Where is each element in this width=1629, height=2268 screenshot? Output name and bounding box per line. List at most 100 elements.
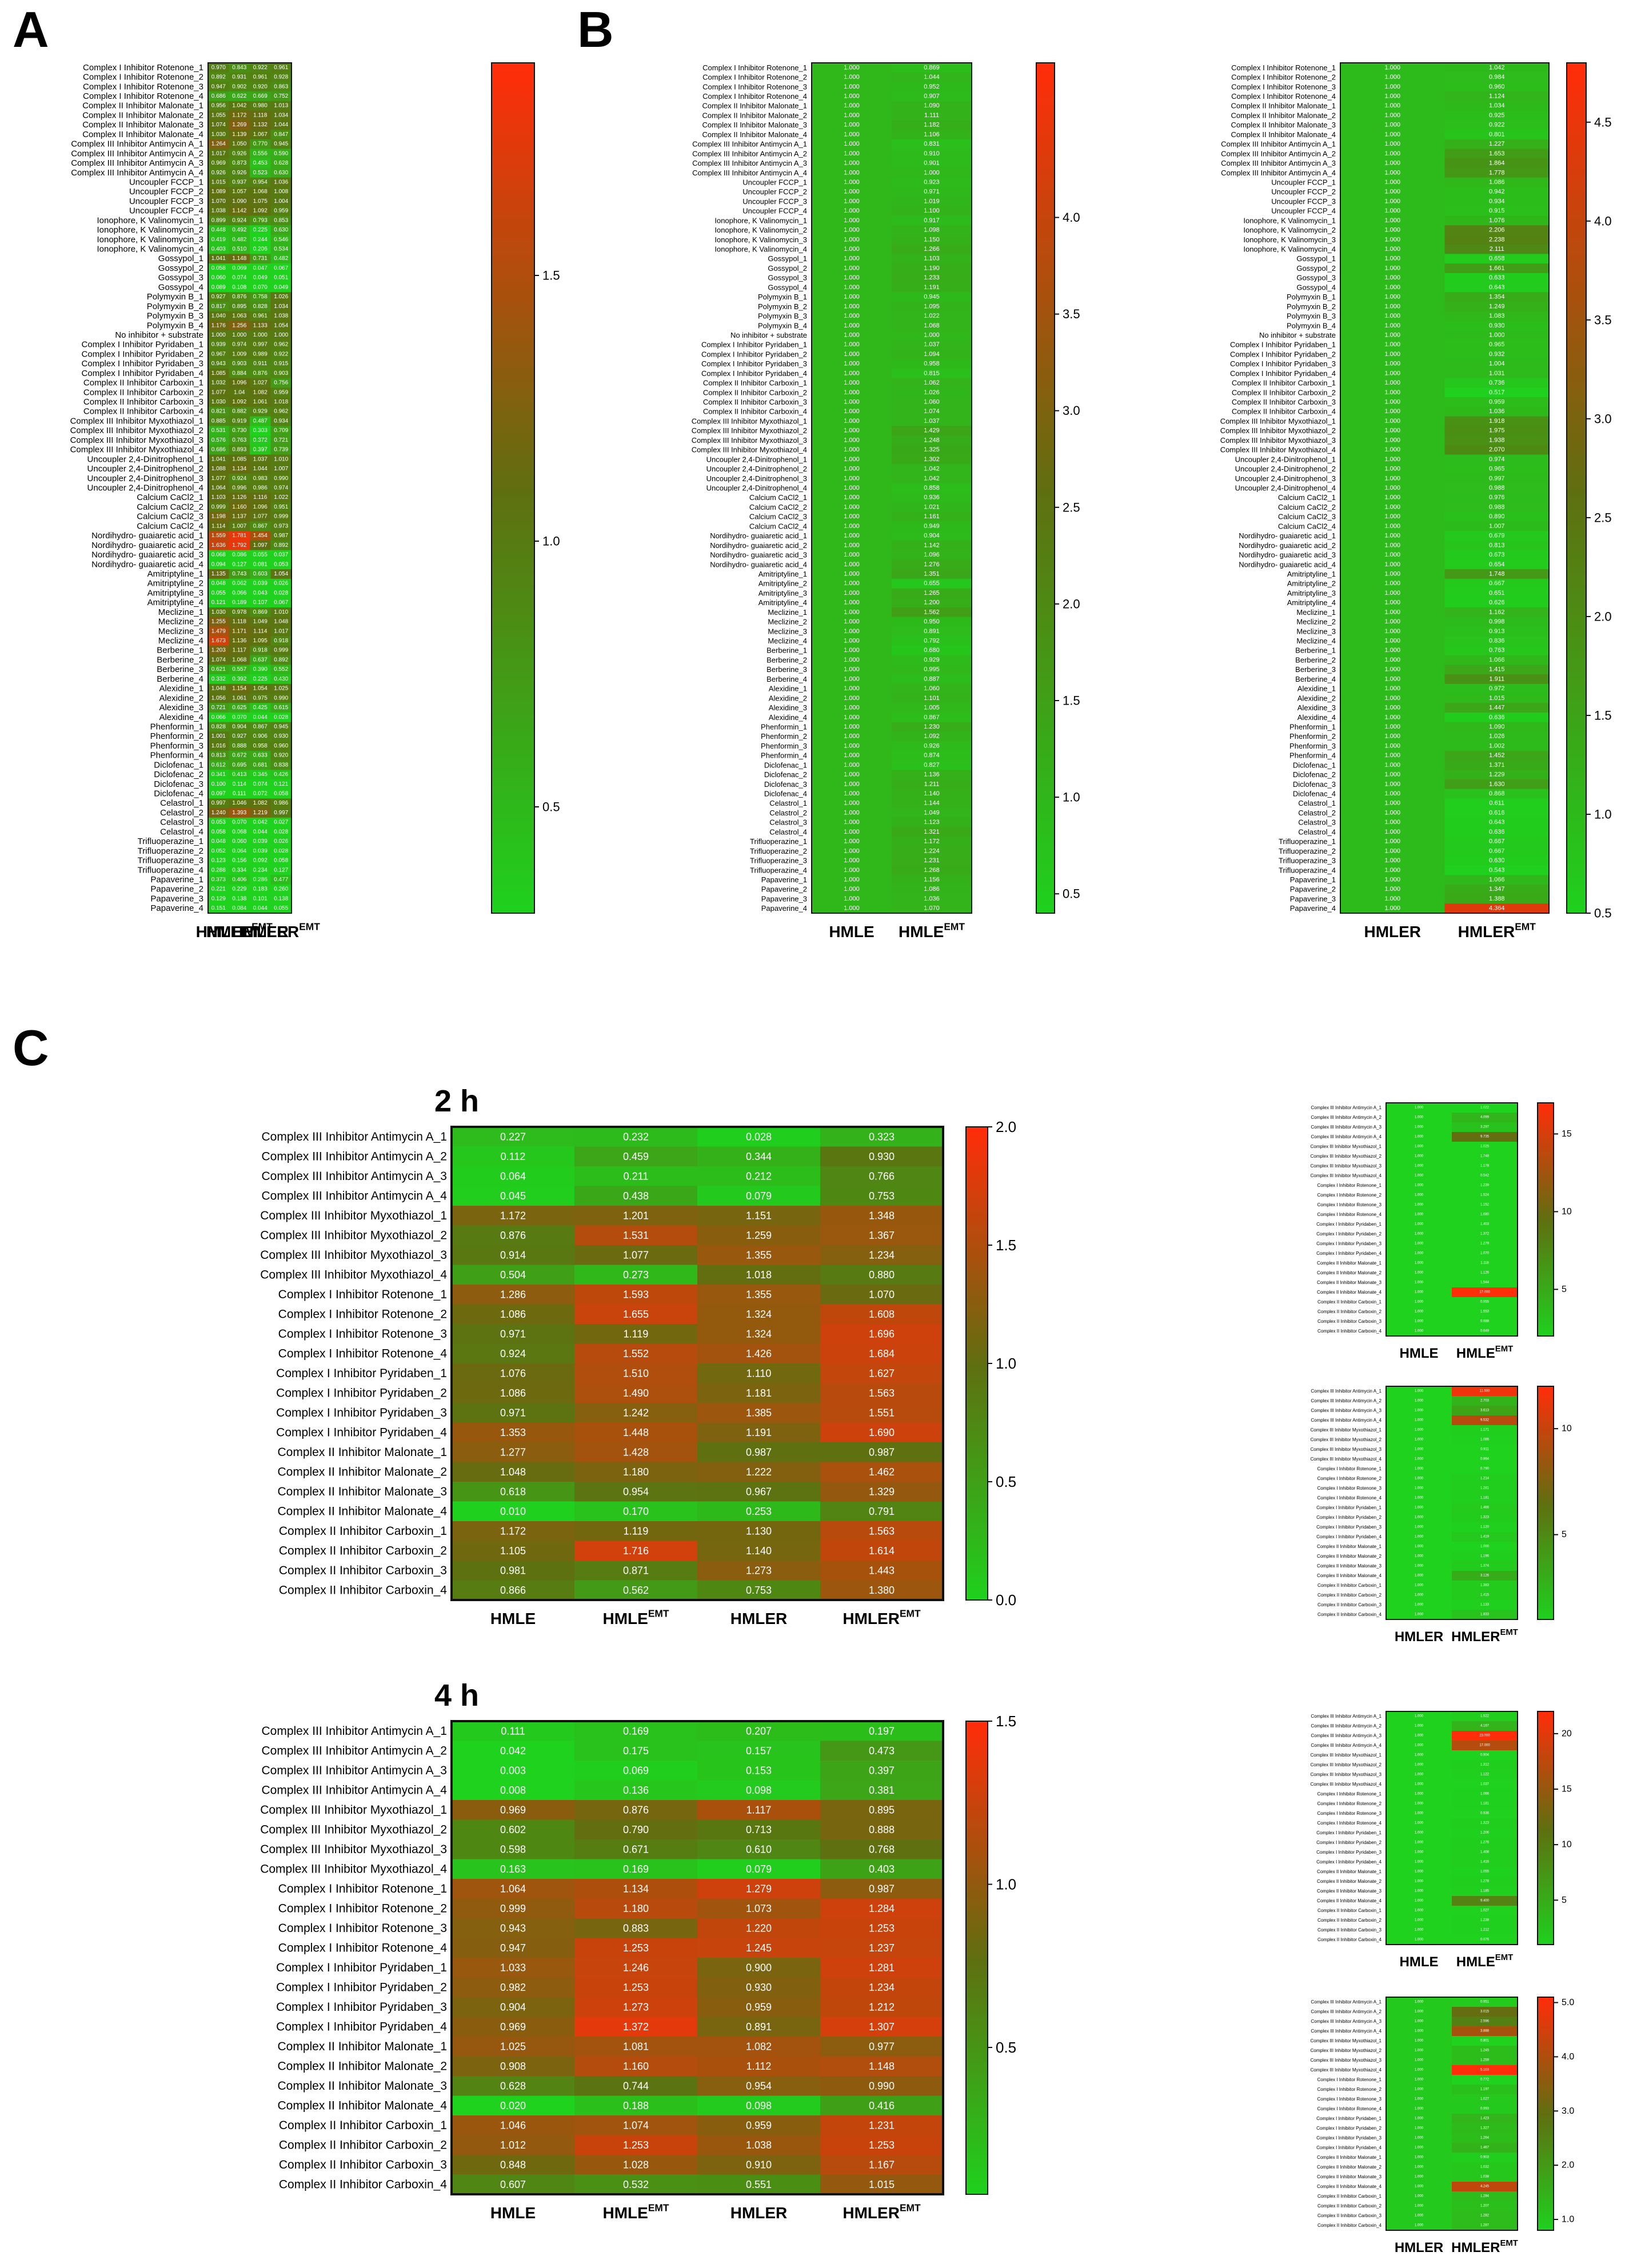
cell-value: 0.097 [211, 791, 226, 797]
cell-value: 1.354 [1489, 294, 1505, 301]
cell-value: 1.062 [924, 379, 940, 386]
cell-complex-ii-inhibitor-carboxin-2-hmle-emt [574, 2135, 698, 2155]
cell-amitriptyline-2-hmler-emt [1444, 578, 1550, 589]
cell-nordihydro-guaiaretic-acid-3-hmle [208, 550, 230, 560]
cell-value: 0.121 [274, 781, 288, 787]
color-bar-tick: 0.5 [1063, 887, 1080, 901]
cell-value: 1.423 [1480, 2117, 1490, 2121]
row-label-alexidine-4: Alexidine_4 [159, 713, 203, 722]
cell-phenformin-2-hmler [1340, 731, 1446, 742]
cell-complex-i-inhibitor-rotenone-3-hmle-emt [892, 82, 972, 92]
row-label-complex-ii-inhibitor-carboxin-4: Complex II Inhibitor Carboxin_4 [83, 407, 203, 417]
cell-gossypol-1-hmle [812, 254, 892, 264]
cell-gossypol-4-hmler [250, 282, 272, 293]
cell-value: 1.276 [924, 561, 940, 568]
cell-diclofenac-1-hmle [208, 760, 230, 770]
cell-value: 1.180 [623, 1466, 649, 1478]
row-label-complex-iii-inhibitor-antimycin-a-3: Complex III Inhibitor Antimycin A_3 [692, 159, 807, 167]
cell-value: 0.817 [211, 303, 226, 310]
cell-complex-iii-inhibitor-myxothiazol-4-hmler-emt [270, 445, 292, 455]
cell-value: 0.763 [232, 437, 246, 443]
cell-complex-i-inhibitor-rotenone-2-hmler [1386, 2085, 1452, 2095]
cell-value: 0.752 [274, 93, 288, 99]
cell-value: 0.954 [623, 1486, 649, 1497]
cell-complex-ii-inhibitor-malonate-2-hmler-emt [1444, 110, 1550, 121]
cell-value: 1.007 [1489, 523, 1505, 530]
cell-complex-ii-inhibitor-malonate-2-hmler [250, 110, 272, 121]
row-label-complex-i-inhibitor-rotenone-1: Complex I Inhibitor Rotenone_1 [1317, 1466, 1382, 1471]
cell-meclizine-4-hmler-emt [1444, 636, 1550, 646]
row-label-amitriptyline-3: Amitriptyline_3 [758, 589, 807, 597]
cell-value: 1.036 [1489, 408, 1505, 415]
cell-complex-i-inhibitor-rotenone-3-hmler-emt [820, 1918, 944, 1939]
cell-value: 0.969 [500, 1804, 526, 1815]
cell-complex-iii-inhibitor-antimycin-a-4-hmle [812, 167, 892, 178]
cell-value: 1.324 [746, 1328, 772, 1339]
cell-complex-i-inhibitor-rotenone-4-hmler [697, 1343, 821, 1364]
row-label-complex-ii-inhibitor-carboxin-1: Complex II Inhibitor Carboxin_1 [1317, 2194, 1382, 2199]
cell-complex-iii-inhibitor-myxothiazol-4-hmler [1386, 1454, 1452, 1465]
cell-alexidine-1-hmle [208, 683, 230, 694]
cell-value: 1.975 [1489, 427, 1505, 434]
cell-value: 1.126 [1480, 1271, 1490, 1275]
cell-complex-i-inhibitor-rotenone-4-hmler-emt [820, 1343, 944, 1364]
cell-nordihydro-guaiaretic-acid-1-hmler [1340, 531, 1446, 541]
cell-complex-ii-inhibitor-malonate-3-hmler [697, 2076, 821, 2097]
cell-value: 1.323 [1480, 1822, 1490, 1825]
row-label-berberine-3: Berberine_3 [1295, 665, 1336, 674]
cell-value: 1.092 [253, 208, 267, 214]
cell-value: 0.910 [924, 150, 940, 157]
cell-complex-iii-inhibitor-antimycin-a-2-hmler-emt [1444, 149, 1550, 159]
row-label-complex-ii-inhibitor-carboxin-3: Complex II Inhibitor Carboxin_3 [1317, 1319, 1382, 1324]
row-label-complex-ii-inhibitor-carboxin-3: Complex II Inhibitor Carboxin_3 [279, 1564, 447, 1577]
cell-value: 1.000 [1415, 1399, 1424, 1403]
cell-complex-ii-inhibitor-carboxin-1-hmle-emt [1452, 1906, 1518, 1916]
color-bar-tick: 5 [1562, 1530, 1567, 1539]
cell-value: 0.169 [623, 1863, 649, 1875]
cell-complex-iii-inhibitor-myxothiazol-4-hmler [1386, 2065, 1452, 2075]
cell-value: 1.000 [1384, 179, 1400, 186]
cell-complex-ii-inhibitor-malonate-1-hmle [208, 101, 230, 111]
cell-value: 1.148 [232, 255, 246, 262]
cell-complex-ii-inhibitor-malonate-1-hmler-emt [1452, 2153, 1518, 2163]
cell-value: 1.000 [844, 494, 860, 501]
cell-value: 0.163 [500, 1863, 526, 1875]
cell-uncoupler-2-4-dinitrophenol-4-hmle [208, 483, 230, 493]
row-label-complex-i-inhibitor-pyridaben-3: Complex I Inhibitor Pyridaben_3 [82, 359, 203, 369]
cell-value: 1.000 [1415, 1390, 1424, 1393]
cell-complex-iii-inhibitor-myxothiazol-4-hmle [1386, 1171, 1452, 1181]
cell-complex-ii-inhibitor-malonate-3-hmle [1386, 1278, 1452, 1288]
cell-value: 1.000 [1384, 609, 1400, 615]
cell-value: 1.022 [1480, 1106, 1490, 1110]
cell-value: 1.355 [746, 1289, 772, 1300]
cell-value: 1.385 [746, 1407, 772, 1418]
cell-value: 1.000 [1384, 303, 1400, 310]
cell-trifluoperazine-3-hmler [250, 855, 272, 866]
row-label-polymyxin-b-3: Polymyxin B_3 [147, 311, 203, 321]
cell-complex-ii-inhibitor-malonate-3-hmle [452, 2076, 575, 2097]
cell-celastrol-3-hmle-emt [229, 817, 250, 828]
cell-complex-iii-inhibitor-myxothiazol-4-hmler [1340, 445, 1446, 455]
cell-value: 0.127 [232, 561, 246, 567]
cell-value: 1.048 [211, 686, 226, 692]
cell-value: 0.492 [232, 227, 246, 233]
cell-value: 1.553 [1480, 1310, 1490, 1314]
cell-value: 0.972 [1489, 685, 1505, 692]
cell-value: 1.245 [1480, 2049, 1490, 2053]
cell-nordihydro-guaiaretic-acid-1-hmle [812, 531, 892, 541]
cell-complex-i-inhibitor-rotenone-3-hmler [1386, 2094, 1452, 2105]
cell-complex-i-inhibitor-rotenone-2-hmle [812, 72, 892, 83]
cell-complex-ii-inhibitor-malonate-2-hmler [1386, 1551, 1452, 1562]
cell-complex-ii-inhibitor-malonate-2-hmle [452, 1462, 575, 1482]
cell-alexidine-1-hmle-emt [892, 683, 972, 694]
cell-complex-i-inhibitor-rotenone-4-hmle-emt [1452, 1210, 1518, 1220]
cell-value: 1.019 [924, 198, 940, 205]
row-label-complex-i-inhibitor-rotenone-2: Complex I Inhibitor Rotenone_2 [1231, 73, 1336, 82]
cell-value: 1.324 [746, 1309, 772, 1320]
row-label-complex-ii-inhibitor-carboxin-2: Complex II Inhibitor Carboxin_2 [279, 1544, 447, 1557]
cell-value: 1.000 [1384, 150, 1400, 157]
cell-value: 1.207 [1480, 2205, 1490, 2208]
cell-berberine-1-hmle [208, 645, 230, 656]
cell-value: 1.000 [844, 341, 860, 348]
row-label-ionophore-k-valinomycin-1: Ionophore, K Valinomycin_1 [97, 215, 203, 225]
